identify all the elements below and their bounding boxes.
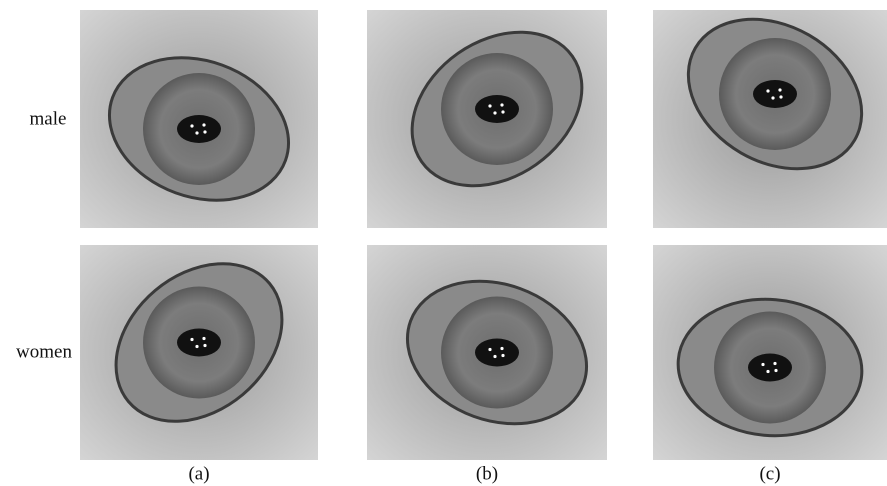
glint bbox=[774, 369, 777, 372]
eye-photo bbox=[653, 0, 887, 228]
row-label: women bbox=[16, 341, 72, 362]
figure: male women (a) (b) (c) bbox=[0, 0, 887, 486]
column-label: (c) bbox=[759, 463, 780, 484]
glint bbox=[202, 123, 205, 126]
glint bbox=[766, 370, 769, 373]
glint bbox=[761, 363, 764, 366]
eye-photo bbox=[80, 10, 318, 228]
row-label: male bbox=[30, 108, 67, 129]
pupil bbox=[177, 115, 221, 143]
pupil bbox=[753, 80, 797, 108]
eye-photo bbox=[367, 1, 611, 228]
glint bbox=[195, 345, 198, 348]
glint bbox=[488, 348, 491, 351]
glint bbox=[778, 88, 781, 91]
pupil bbox=[748, 354, 792, 382]
glint bbox=[493, 355, 496, 358]
pupil bbox=[475, 95, 519, 123]
glint bbox=[771, 96, 774, 99]
eye-photo bbox=[653, 245, 887, 460]
glint bbox=[190, 338, 193, 341]
glint bbox=[766, 89, 769, 92]
glint bbox=[202, 337, 205, 340]
eye-photo bbox=[367, 245, 607, 460]
glint bbox=[500, 103, 503, 106]
glint bbox=[203, 344, 206, 347]
glint bbox=[779, 95, 782, 98]
pupil bbox=[475, 339, 519, 367]
glint bbox=[190, 124, 193, 127]
column-label: (b) bbox=[476, 463, 498, 484]
pupil bbox=[177, 329, 221, 357]
glint bbox=[203, 130, 206, 133]
eye-photo bbox=[80, 231, 318, 460]
column-label: (a) bbox=[188, 463, 209, 484]
glint bbox=[195, 131, 198, 134]
glint bbox=[501, 354, 504, 357]
glint bbox=[501, 110, 504, 113]
glint bbox=[773, 362, 776, 365]
glint bbox=[488, 104, 491, 107]
glint bbox=[493, 111, 496, 114]
glint bbox=[500, 347, 503, 350]
